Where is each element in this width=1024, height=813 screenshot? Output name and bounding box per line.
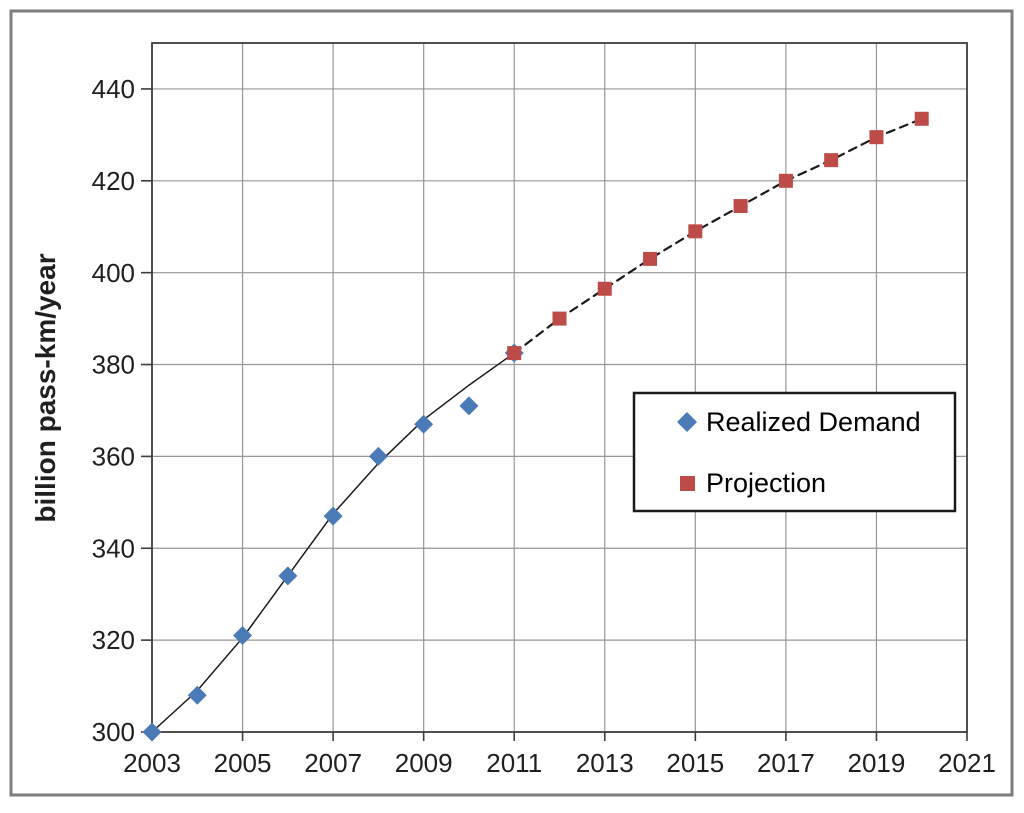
data-point-realized-demand (233, 626, 253, 646)
y-tick-label: 340 (92, 533, 135, 563)
data-point-projection (643, 251, 658, 266)
x-tick-label: 2021 (938, 748, 996, 778)
x-tick-label: 2009 (395, 748, 453, 778)
y-tick-label: 360 (92, 442, 135, 472)
data-point-realized-demand (278, 566, 298, 586)
x-tick-label: 2007 (304, 748, 362, 778)
legend-projection-square-icon (680, 476, 695, 491)
y-tick-label: 320 (92, 625, 135, 655)
x-tick-label: 2015 (666, 748, 724, 778)
data-point-projection (507, 346, 522, 361)
x-tick-label: 2005 (214, 748, 272, 778)
y-tick-label: 420 (92, 166, 135, 196)
data-point-projection (778, 173, 793, 188)
y-tick-label: 300 (92, 717, 135, 747)
x-tick-label: 2003 (123, 748, 181, 778)
legend-realized-demand-diamond-icon (677, 412, 697, 432)
data-point-projection (552, 311, 567, 326)
data-point-realized-demand (323, 506, 343, 526)
data-point-projection (914, 111, 929, 126)
legend-projection-label: Projection (706, 468, 826, 498)
legend: Realized Demand Projection (632, 391, 957, 513)
plot-border (151, 42, 968, 733)
data-point-projection (597, 281, 612, 296)
y-tick-label: 400 (92, 258, 135, 288)
data-point-realized-demand (368, 446, 388, 466)
x-tick-label: 2019 (848, 748, 906, 778)
data-point-projection (869, 130, 884, 145)
legend-realized-demand-label: Realized Demand (706, 407, 921, 437)
plot-layer: 300 320 340 360 380 400 420 440 2003 2005 2007 2009… (92, 42, 996, 778)
x-tick-label: 2011 (486, 748, 542, 778)
data-point-realized-demand (142, 722, 162, 742)
data-point-realized-demand (187, 685, 207, 705)
data-point-projection (688, 224, 703, 239)
x-tick-label: 2013 (576, 748, 634, 778)
series-line-projection (513, 117, 923, 355)
y-tick-label: 380 (92, 350, 135, 380)
data-point-projection (733, 199, 748, 214)
y-tick-label: 440 (92, 74, 135, 104)
x-tick-label: 2017 (757, 748, 815, 778)
data-point-realized-demand (414, 414, 434, 434)
data-point-realized-demand (459, 396, 479, 416)
data-point-projection (824, 153, 839, 168)
y-axis-title: billion pass-km/year (30, 253, 61, 522)
